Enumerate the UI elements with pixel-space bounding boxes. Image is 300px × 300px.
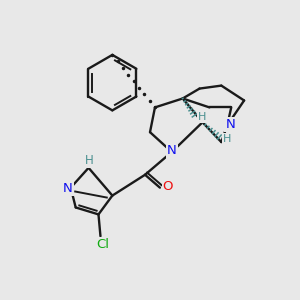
- Text: O: O: [163, 180, 173, 193]
- Text: Cl: Cl: [96, 238, 109, 250]
- Text: H: H: [198, 112, 207, 122]
- Text: H: H: [223, 134, 232, 144]
- Text: N: N: [225, 118, 235, 131]
- Text: H: H: [85, 154, 94, 167]
- Text: N: N: [167, 145, 177, 158]
- Text: N: N: [63, 182, 73, 195]
